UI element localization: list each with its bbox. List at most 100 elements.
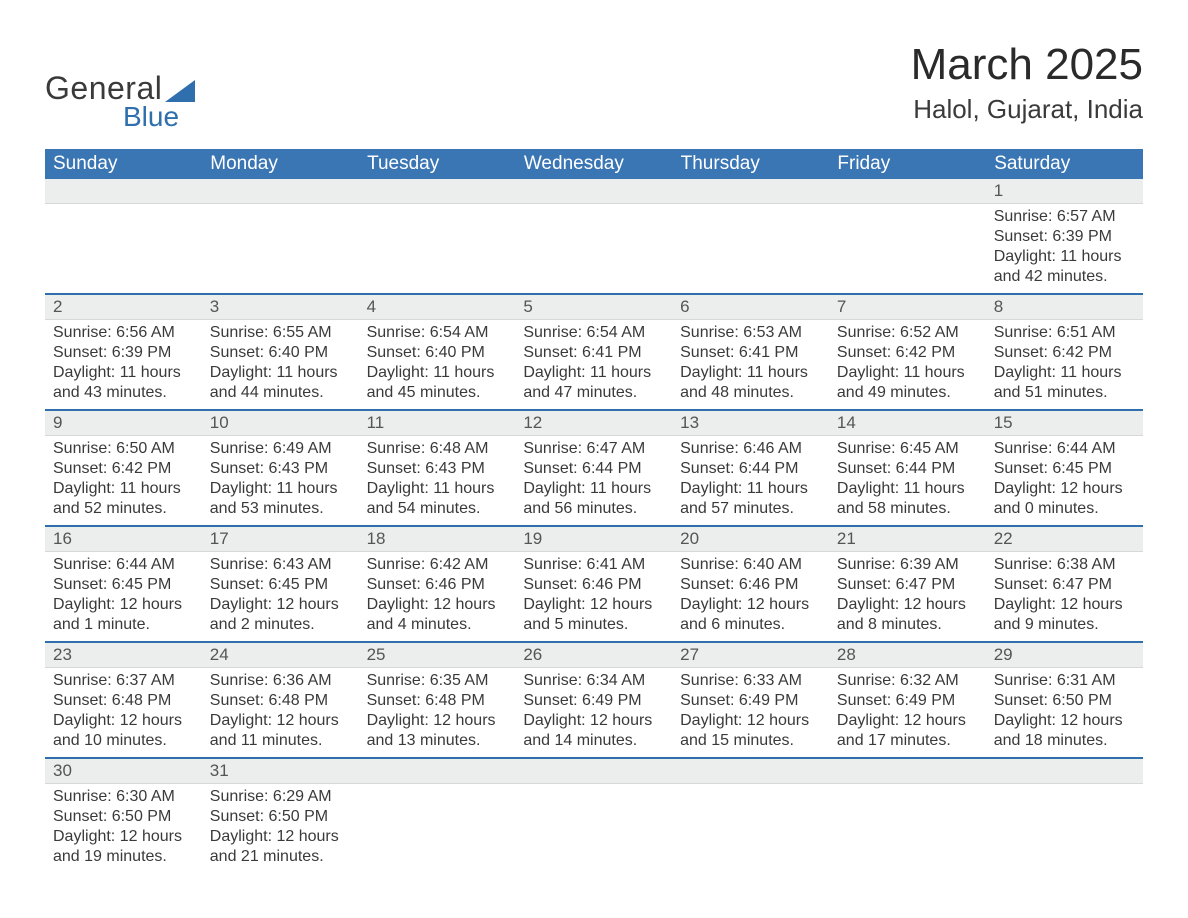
day-d1: Daylight: 11 hours bbox=[837, 363, 978, 383]
week-detail-row: Sunrise: 6:50 AMSunset: 6:42 PMDaylight:… bbox=[45, 436, 1143, 527]
day-d2: and 58 minutes. bbox=[837, 499, 978, 519]
day-number: 26 bbox=[523, 645, 542, 664]
day-number: 18 bbox=[367, 529, 386, 548]
day-sunset: Sunset: 6:45 PM bbox=[53, 575, 194, 595]
day-number-cell: 9 bbox=[45, 410, 202, 436]
day-d2: and 10 minutes. bbox=[53, 731, 194, 751]
day-number: 19 bbox=[523, 529, 542, 548]
day-detail-cell: Sunrise: 6:51 AMSunset: 6:42 PMDaylight:… bbox=[986, 320, 1143, 411]
day-sunrise: Sunrise: 6:46 AM bbox=[680, 439, 821, 459]
day-d2: and 18 minutes. bbox=[994, 731, 1135, 751]
day-number-cell bbox=[45, 179, 202, 204]
day-detail-cell bbox=[829, 204, 986, 295]
day-sunset: Sunset: 6:46 PM bbox=[367, 575, 508, 595]
day-number-cell bbox=[515, 758, 672, 784]
day-number-cell: 17 bbox=[202, 526, 359, 552]
day-sunrise: Sunrise: 6:55 AM bbox=[210, 323, 351, 343]
week-daynum-row: 16171819202122 bbox=[45, 526, 1143, 552]
day-detail-cell: Sunrise: 6:30 AMSunset: 6:50 PMDaylight:… bbox=[45, 784, 202, 874]
col-thursday: Thursday bbox=[672, 149, 829, 179]
day-d2: and 4 minutes. bbox=[367, 615, 508, 635]
day-sunrise: Sunrise: 6:38 AM bbox=[994, 555, 1135, 575]
day-detail-cell bbox=[829, 784, 986, 874]
day-sunset: Sunset: 6:45 PM bbox=[210, 575, 351, 595]
day-d1: Daylight: 12 hours bbox=[837, 711, 978, 731]
day-d1: Daylight: 12 hours bbox=[680, 711, 821, 731]
day-number: 11 bbox=[367, 413, 385, 432]
day-d1: Daylight: 11 hours bbox=[680, 479, 821, 499]
day-d1: Daylight: 12 hours bbox=[837, 595, 978, 615]
day-d1: Daylight: 11 hours bbox=[367, 363, 508, 383]
day-d1: Daylight: 11 hours bbox=[994, 247, 1135, 267]
day-detail-cell: Sunrise: 6:39 AMSunset: 6:47 PMDaylight:… bbox=[829, 552, 986, 643]
day-d2: and 5 minutes. bbox=[523, 615, 664, 635]
day-number: 12 bbox=[523, 413, 542, 432]
logo: General Blue bbox=[45, 70, 195, 133]
day-number: 28 bbox=[837, 645, 856, 664]
day-number-cell bbox=[986, 758, 1143, 784]
day-sunset: Sunset: 6:42 PM bbox=[837, 343, 978, 363]
day-sunrise: Sunrise: 6:29 AM bbox=[210, 787, 351, 807]
day-d1: Daylight: 12 hours bbox=[210, 595, 351, 615]
day-number-cell: 6 bbox=[672, 294, 829, 320]
day-detail-cell bbox=[672, 204, 829, 295]
day-number-cell bbox=[829, 179, 986, 204]
day-detail-cell: Sunrise: 6:36 AMSunset: 6:48 PMDaylight:… bbox=[202, 668, 359, 759]
day-detail-cell: Sunrise: 6:43 AMSunset: 6:45 PMDaylight:… bbox=[202, 552, 359, 643]
week-detail-row: Sunrise: 6:30 AMSunset: 6:50 PMDaylight:… bbox=[45, 784, 1143, 874]
day-number-cell: 29 bbox=[986, 642, 1143, 668]
day-d2: and 42 minutes. bbox=[994, 267, 1135, 287]
day-sunrise: Sunrise: 6:31 AM bbox=[994, 671, 1135, 691]
day-d1: Daylight: 11 hours bbox=[523, 363, 664, 383]
day-number: 16 bbox=[53, 529, 72, 548]
day-sunset: Sunset: 6:40 PM bbox=[367, 343, 508, 363]
day-number: 27 bbox=[680, 645, 699, 664]
week-daynum-row: 2345678 bbox=[45, 294, 1143, 320]
day-sunset: Sunset: 6:46 PM bbox=[680, 575, 821, 595]
day-detail-cell bbox=[359, 204, 516, 295]
day-detail-cell: Sunrise: 6:52 AMSunset: 6:42 PMDaylight:… bbox=[829, 320, 986, 411]
day-detail-cell bbox=[986, 784, 1143, 874]
day-sunset: Sunset: 6:49 PM bbox=[523, 691, 664, 711]
day-number: 24 bbox=[210, 645, 229, 664]
day-d1: Daylight: 11 hours bbox=[53, 363, 194, 383]
day-sunrise: Sunrise: 6:49 AM bbox=[210, 439, 351, 459]
day-number-cell: 3 bbox=[202, 294, 359, 320]
day-d1: Daylight: 11 hours bbox=[523, 479, 664, 499]
day-detail-cell: Sunrise: 6:47 AMSunset: 6:44 PMDaylight:… bbox=[515, 436, 672, 527]
day-number-cell: 8 bbox=[986, 294, 1143, 320]
day-d1: Daylight: 11 hours bbox=[367, 479, 508, 499]
day-number: 5 bbox=[523, 297, 532, 316]
day-sunrise: Sunrise: 6:35 AM bbox=[367, 671, 508, 691]
week-daynum-row: 23242526272829 bbox=[45, 642, 1143, 668]
day-number-cell: 30 bbox=[45, 758, 202, 784]
day-sunrise: Sunrise: 6:41 AM bbox=[523, 555, 664, 575]
day-number: 8 bbox=[994, 297, 1003, 316]
day-number: 10 bbox=[210, 413, 229, 432]
day-number: 7 bbox=[837, 297, 846, 316]
day-sunrise: Sunrise: 6:40 AM bbox=[680, 555, 821, 575]
day-number: 22 bbox=[994, 529, 1013, 548]
day-d2: and 13 minutes. bbox=[367, 731, 508, 751]
day-number-cell: 16 bbox=[45, 526, 202, 552]
day-number-cell: 21 bbox=[829, 526, 986, 552]
day-detail-cell bbox=[45, 204, 202, 295]
day-sunrise: Sunrise: 6:54 AM bbox=[367, 323, 508, 343]
day-detail-cell: Sunrise: 6:50 AMSunset: 6:42 PMDaylight:… bbox=[45, 436, 202, 527]
day-sunrise: Sunrise: 6:52 AM bbox=[837, 323, 978, 343]
day-detail-cell: Sunrise: 6:33 AMSunset: 6:49 PMDaylight:… bbox=[672, 668, 829, 759]
day-number-cell: 14 bbox=[829, 410, 986, 436]
day-number-cell: 15 bbox=[986, 410, 1143, 436]
day-d1: Daylight: 12 hours bbox=[210, 711, 351, 731]
day-detail-cell: Sunrise: 6:35 AMSunset: 6:48 PMDaylight:… bbox=[359, 668, 516, 759]
col-tuesday: Tuesday bbox=[359, 149, 516, 179]
day-sunset: Sunset: 6:40 PM bbox=[210, 343, 351, 363]
day-number: 2 bbox=[53, 297, 62, 316]
day-sunrise: Sunrise: 6:32 AM bbox=[837, 671, 978, 691]
day-d1: Daylight: 12 hours bbox=[367, 595, 508, 615]
day-number-cell: 13 bbox=[672, 410, 829, 436]
day-sunrise: Sunrise: 6:57 AM bbox=[994, 207, 1135, 227]
day-sunset: Sunset: 6:44 PM bbox=[680, 459, 821, 479]
day-number: 1 bbox=[994, 181, 1003, 200]
day-number-cell bbox=[202, 179, 359, 204]
